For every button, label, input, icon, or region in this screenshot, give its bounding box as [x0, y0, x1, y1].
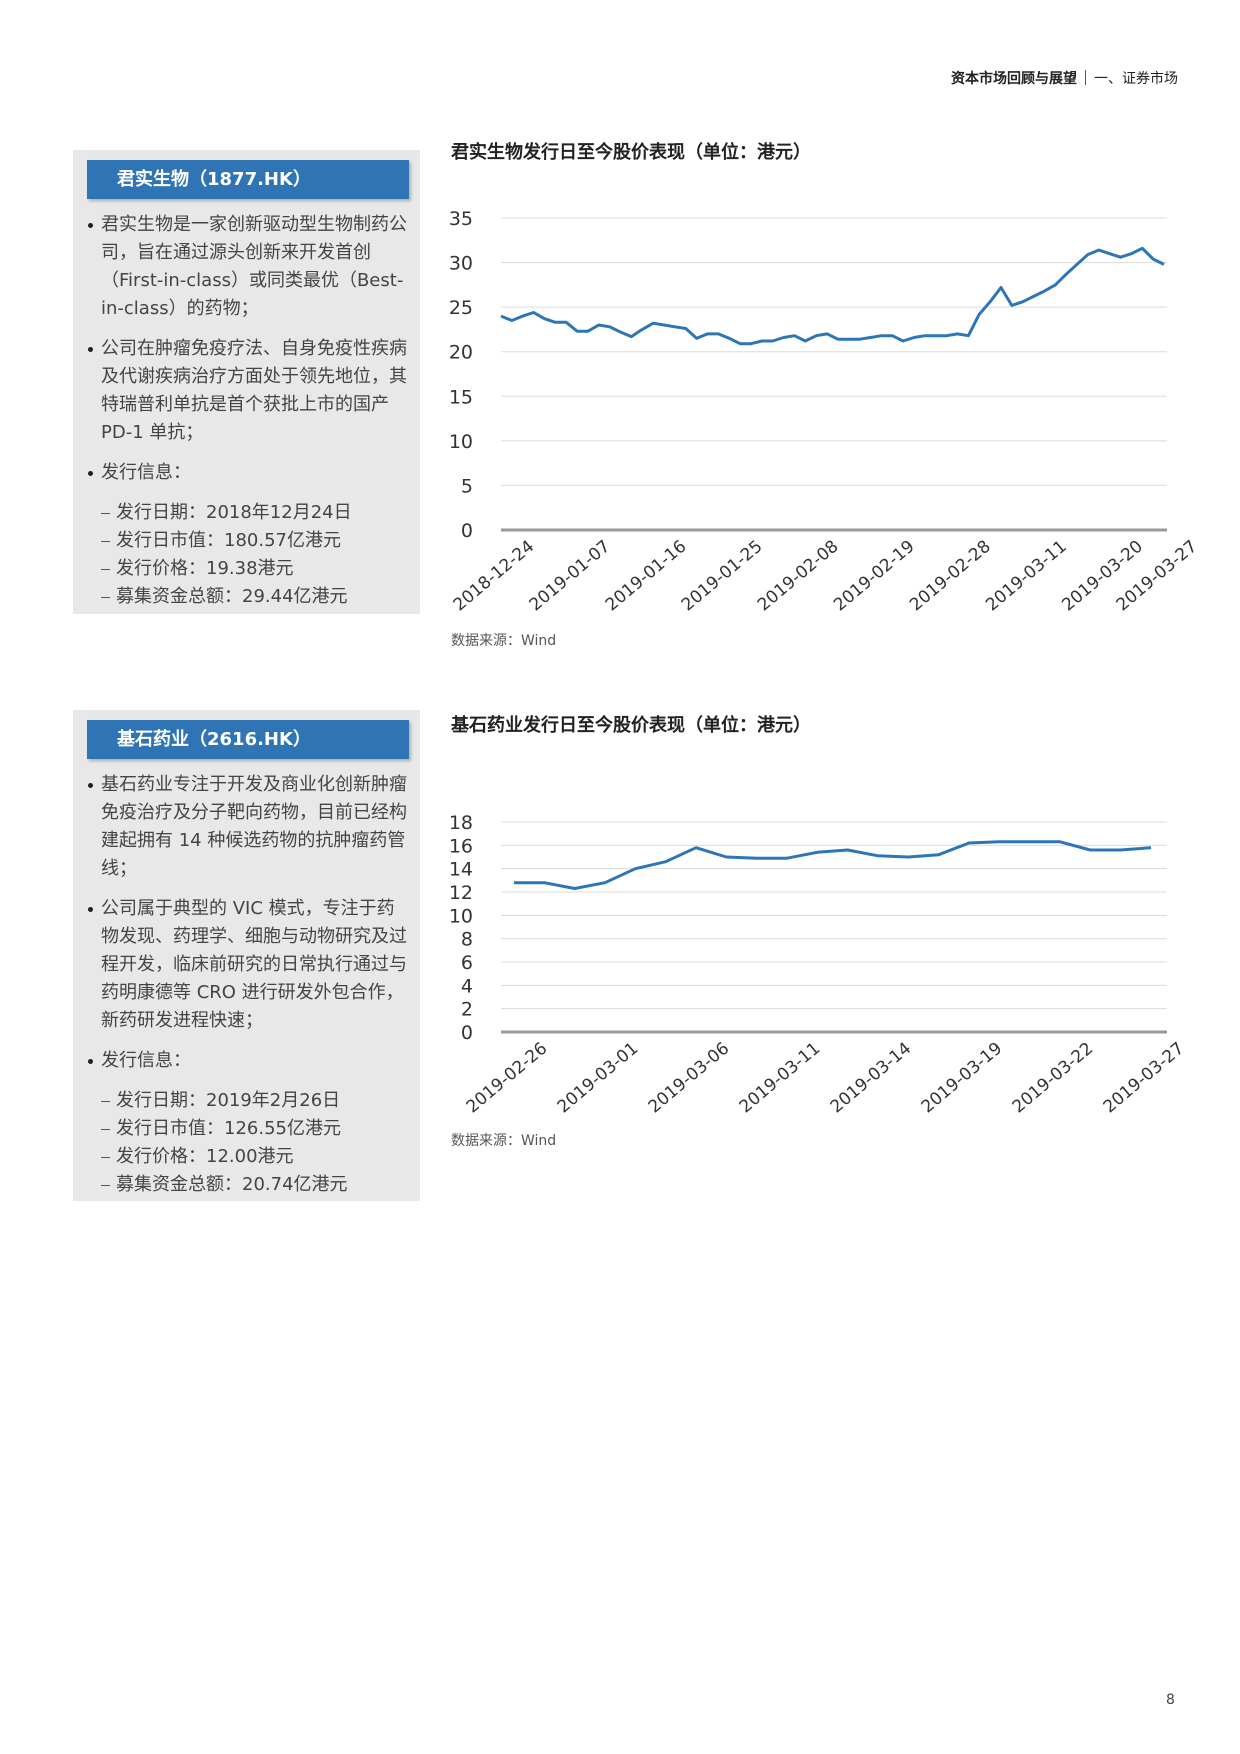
- y-tick-label: 14: [449, 859, 473, 881]
- y-tick-label: 12: [449, 882, 473, 904]
- y-tick-label: 10: [449, 905, 473, 927]
- y-tick-label: 25: [449, 297, 473, 319]
- bullet-list: 基石药业专注于开发及商业化创新肿瘤免疫治疗及分子靶向药物，目前已经构建起拥有 1…: [73, 771, 420, 1199]
- x-tick-label: 2019-02-26: [463, 1039, 552, 1118]
- header-section: 一、证券市场: [1094, 71, 1178, 87]
- info-list: 发行日期：2019年2月26日 发行日市值：126.55亿港元 发行价格：12.00…: [101, 1087, 410, 1199]
- x-tick-label: 2019-02-08: [754, 537, 843, 616]
- bullet: 公司在肿瘤免疫疗法、自身免疫性疾病及代谢疾病治疗方面处于领先地位，其特瑞普利单抗…: [88, 335, 410, 447]
- x-tick-label: 2019-01-25: [678, 537, 767, 616]
- x-tick-label: 2019-02-19: [830, 537, 919, 616]
- chart-title: 君实生物发行日至今股价表现（单位：港元）: [451, 141, 811, 163]
- x-tick-label: 2019-03-11: [982, 537, 1071, 616]
- info-item: 募集资金总额：20.74亿港元: [101, 1171, 410, 1199]
- bullet-list: 君实生物是一家创新驱动型生物制药公司，旨在通过源头创新来开发首创（First-i…: [73, 211, 420, 611]
- y-tick-label: 4: [461, 975, 473, 997]
- x-tick-label: 2018-12-24: [450, 537, 539, 616]
- info-list: 发行日期：2018年12月24日 发行日市值：180.57亿港元 发行价格：19.3…: [101, 499, 410, 611]
- bullet: 基石药业专注于开发及商业化创新肿瘤免疫治疗及分子靶向药物，目前已经构建起拥有 1…: [88, 771, 410, 883]
- x-tick-label: 2019-03-01: [554, 1039, 643, 1118]
- info-item: 发行价格：19.38港元: [101, 555, 410, 583]
- info-item: 发行日市值：126.55亿港元: [101, 1115, 410, 1143]
- info-item: 发行日市值：180.57亿港元: [101, 527, 410, 555]
- bullet: 君实生物是一家创新驱动型生物制药公司，旨在通过源头创新来开发首创（First-i…: [88, 211, 410, 323]
- x-tick-label: 2019-01-16: [602, 537, 691, 616]
- y-tick-label: 30: [449, 253, 473, 275]
- header-title: 资本市场回顾与展望: [951, 71, 1077, 87]
- price-line: [514, 840, 1152, 890]
- y-tick-label: 5: [461, 475, 473, 497]
- bullet: 发行信息：: [88, 1047, 410, 1075]
- separator: [1085, 70, 1086, 85]
- info-item: 募集资金总额：29.44亿港元: [101, 583, 410, 611]
- x-tick-label: 2019-01-07: [526, 537, 615, 616]
- x-tick-label: 2019-03-22: [1009, 1039, 1098, 1118]
- header: 资本市场回顾与展望 一、证券市场: [951, 68, 1178, 88]
- company-box: 基石药业（2616.HK） 基石药业专注于开发及商业化创新肿瘤免疫治疗及分子靶向药…: [73, 710, 420, 1201]
- x-tick-label: 2019-03-14: [827, 1039, 916, 1118]
- y-tick-label: 6: [461, 952, 473, 974]
- source-note: 数据来源：Wind: [451, 633, 556, 649]
- y-tick-label: 20: [449, 342, 473, 364]
- page-number: 8: [1166, 1692, 1175, 1708]
- bullet: 公司属于典型的 VIC 模式，专注于药物发现、药理学、细胞与动物研究及过程开发，…: [88, 895, 410, 1035]
- x-tick-label: 2019-03-11: [736, 1039, 825, 1118]
- y-tick-label: 8: [461, 929, 473, 951]
- y-tick-label: 18: [449, 812, 473, 834]
- company-box: 君实生物（1877.HK） 君实生物是一家创新驱动型生物制药公司，旨在通过源头创新…: [73, 150, 420, 614]
- info-item: 发行日期：2018年12月24日: [101, 499, 410, 527]
- y-tick-label: 15: [449, 386, 473, 408]
- company-name: 基石药业（2616.HK）: [87, 720, 409, 759]
- chart-title: 基石药业发行日至今股价表现（单位：港元）: [450, 714, 811, 736]
- bullet: 发行信息：: [88, 459, 410, 487]
- price-line: [500, 246, 1165, 346]
- y-tick-label: 16: [449, 835, 473, 857]
- y-tick-label: 10: [449, 431, 473, 453]
- source-note: 数据来源：Wind: [451, 1133, 556, 1149]
- y-tick-label: 35: [449, 208, 473, 230]
- x-tick-label: 2019-03-19: [918, 1039, 1007, 1118]
- x-tick-label: 2019-03-06: [645, 1039, 734, 1118]
- x-tick-label: 2019-02-28: [906, 537, 995, 616]
- y-tick-label: 0: [461, 520, 473, 542]
- x-tick-label: 2019-03-27: [1100, 1039, 1189, 1118]
- y-tick-label: 0: [461, 1022, 473, 1044]
- info-item: 发行日期：2019年2月26日: [101, 1087, 410, 1115]
- info-item: 发行价格：12.00港元: [101, 1143, 410, 1171]
- company-name: 君实生物（1877.HK）: [87, 160, 409, 199]
- y-tick-label: 2: [461, 999, 473, 1021]
